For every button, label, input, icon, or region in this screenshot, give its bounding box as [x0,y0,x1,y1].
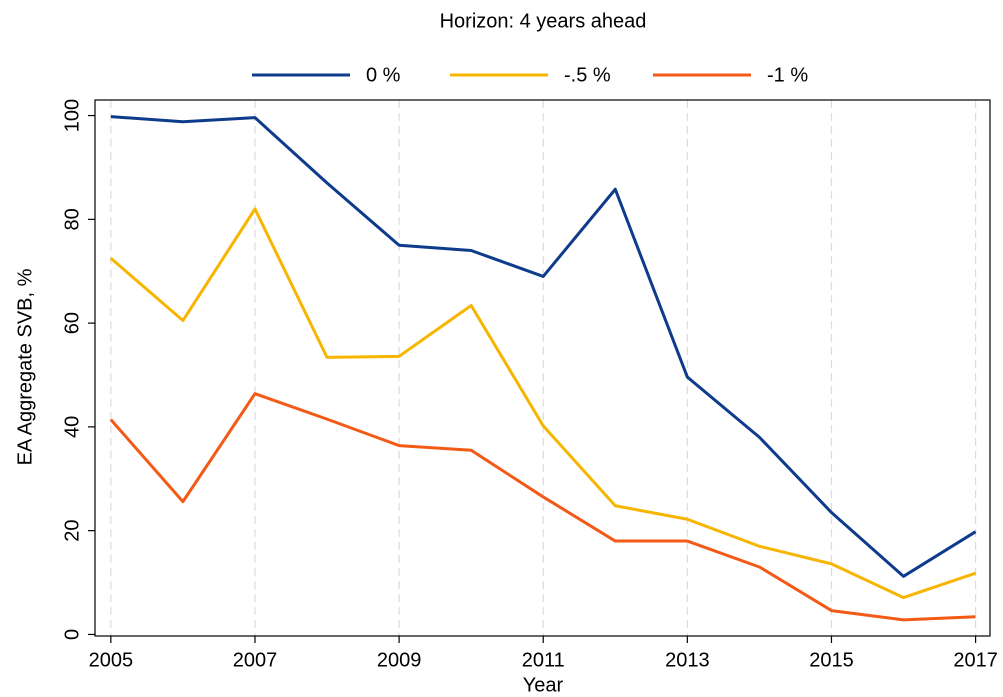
y-tick-label: 40 [61,416,83,438]
x-axis-label: Year [523,674,564,696]
legend-label: -1 % [767,64,808,86]
series-line [110,115,977,578]
chart-title: Horizon: 4 years ahead [440,10,647,32]
legend-label: -.5 % [564,64,611,86]
series-line [109,207,977,600]
y-tick-label: 0 [61,629,83,640]
y-axis-label: EA Aggregate SVB, % [14,268,36,465]
legend-label: 0 % [366,64,401,86]
x-tick-label: 2005 [89,649,134,671]
x-tick-label: 2013 [665,649,710,671]
x-tick-label: 2017 [953,649,998,671]
y-tick-label: 60 [61,312,83,334]
plot-frame [94,99,991,637]
y-tick-label: 100 [61,99,83,132]
x-tick-label: 2015 [809,649,854,671]
x-tick-label: 2007 [233,649,278,671]
x-tick-label: 2009 [377,649,422,671]
y-tick-label: 80 [61,208,83,230]
x-tick-label: 2011 [522,649,565,671]
y-tick-label: 20 [61,520,83,542]
series-line [109,392,976,622]
